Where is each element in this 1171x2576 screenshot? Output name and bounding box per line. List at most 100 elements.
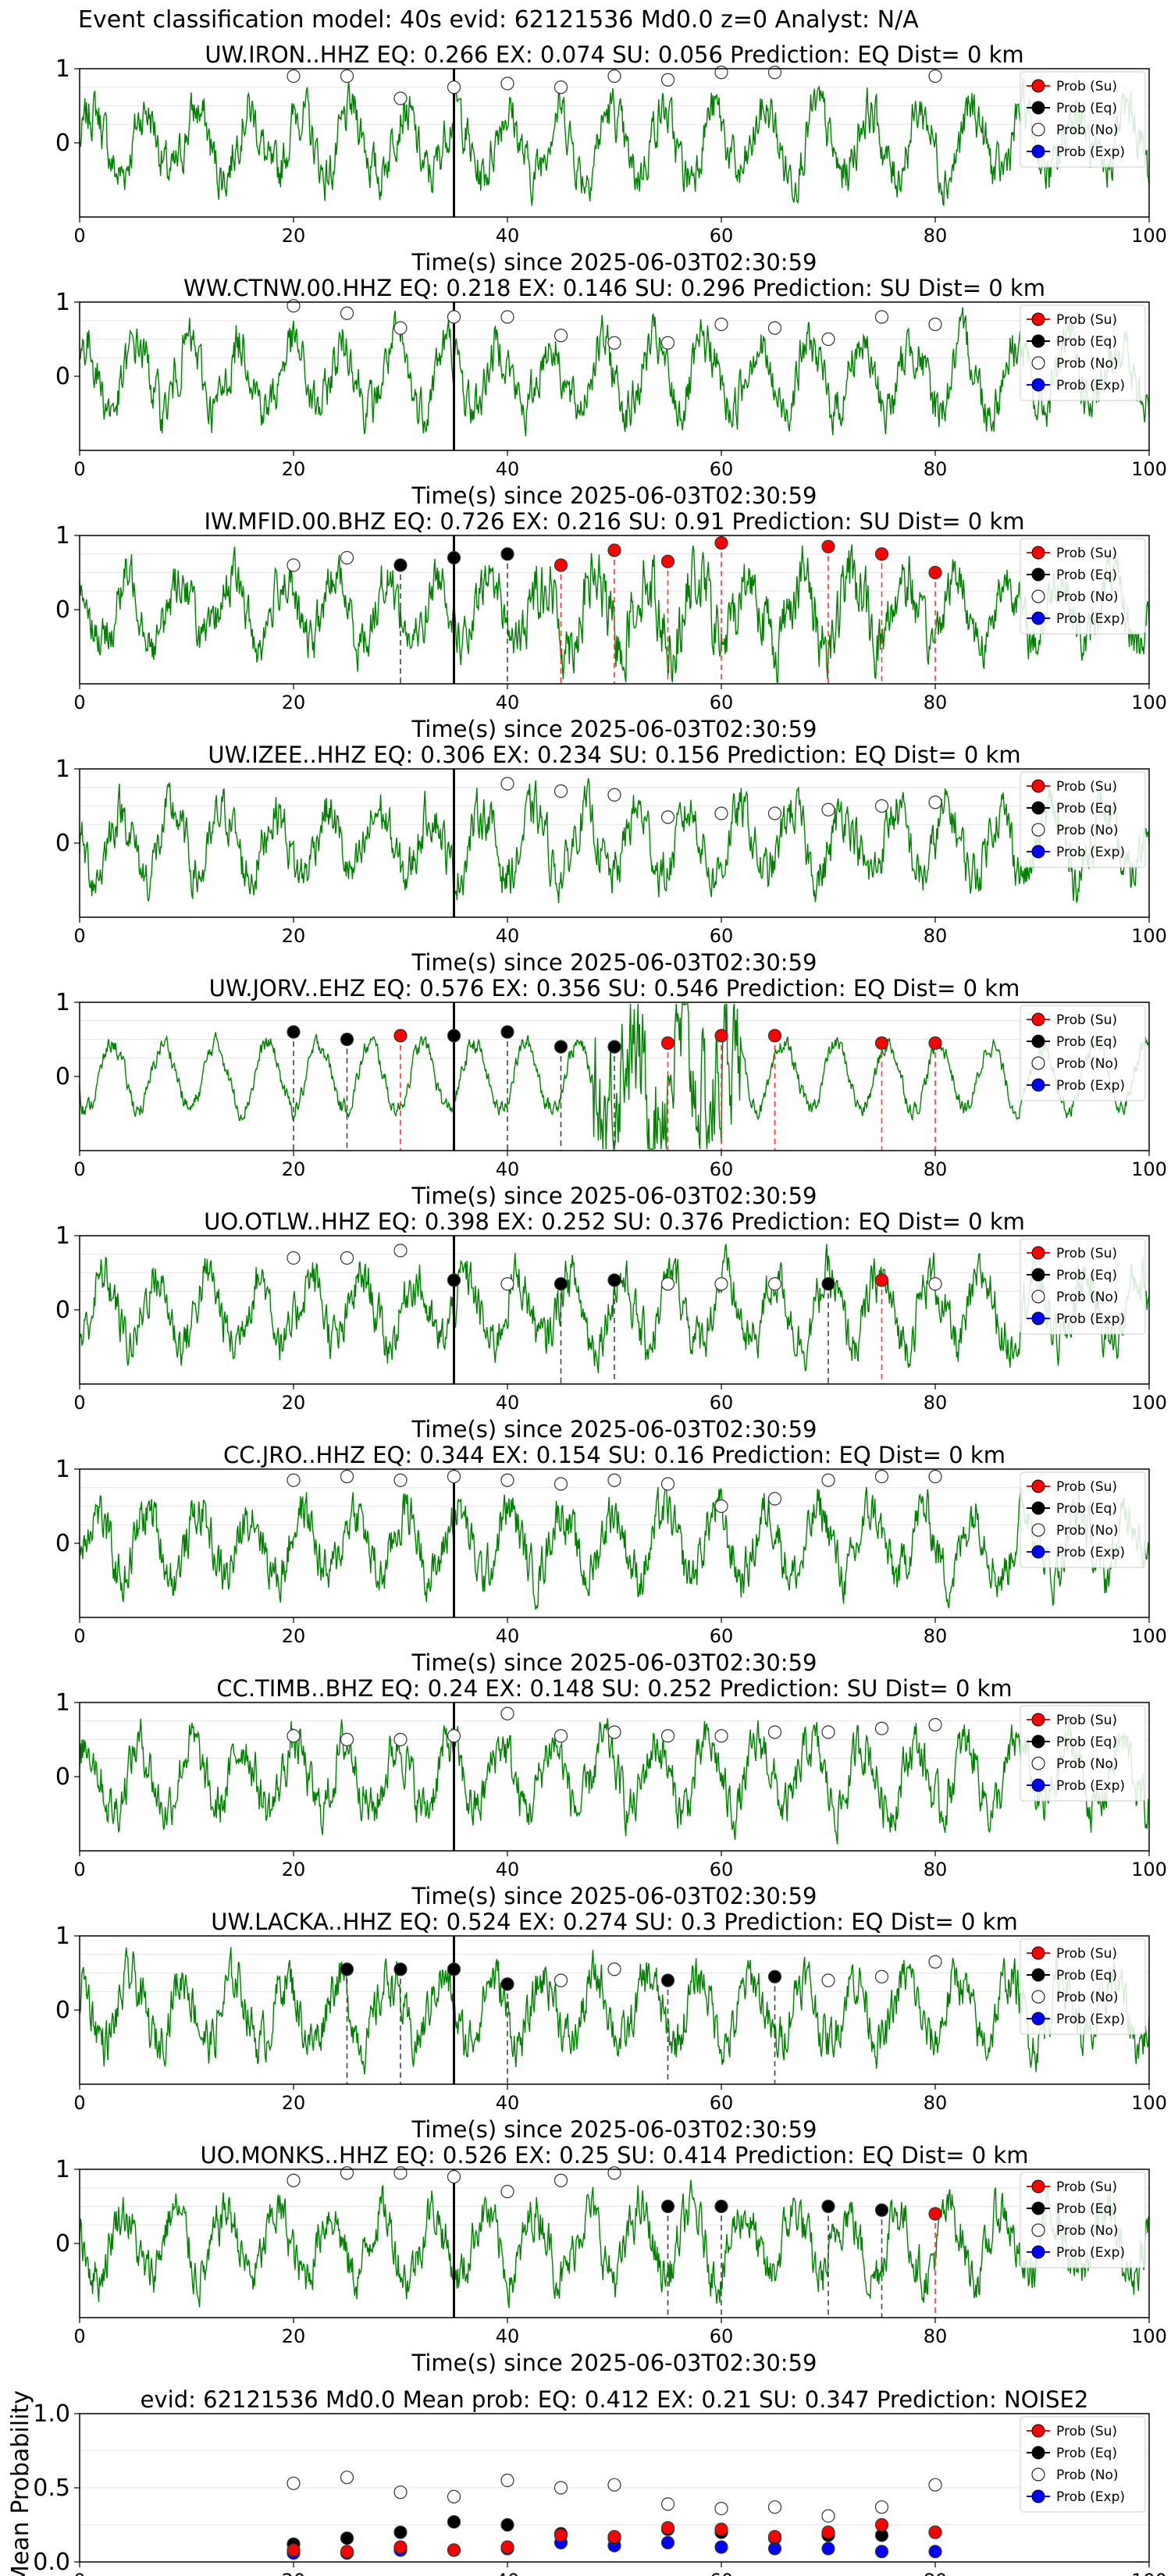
panel-10: UO.MONKS..HHZ EQ: 0.526 EX: 0.25 SU: 0.4… (55, 2142, 1167, 2376)
prob-point-eq (500, 547, 514, 561)
legend-marker (1031, 378, 1045, 392)
prob-point-no (287, 1473, 301, 1487)
x-tick-label: 80 (924, 692, 948, 713)
panel-title: CC.TIMB..BHZ EQ: 0.24 EX: 0.148 SU: 0.25… (216, 1675, 1012, 1702)
legend-marker (1031, 2179, 1045, 2194)
legend-box (1020, 1938, 1146, 2035)
prob-point-no (607, 788, 621, 802)
panel-title: UW.JORV..EHZ EQ: 0.576 EX: 0.356 SU: 0.5… (209, 975, 1020, 1002)
prob-point-no (660, 336, 675, 350)
x-axis-label: Time(s) since 2025-06-03T02:30:59 (411, 1649, 817, 1676)
prob-point-eq (447, 1962, 461, 1976)
prob-point-no (928, 795, 942, 809)
legend-label: Prob (Exp) (1056, 2489, 1125, 2505)
panel-1: UW.IRON..HHZ EQ: 0.266 EX: 0.074 SU: 0.0… (55, 41, 1167, 276)
waveform-trace (79, 77, 1150, 208)
x-tick-label: 20 (282, 925, 306, 947)
legend-marker (1031, 823, 1045, 837)
legend-marker (1031, 144, 1045, 158)
legend-box (1020, 538, 1146, 635)
panel-2: WW.CTNW.00.HHZ EQ: 0.218 EX: 0.146 SU: 0… (55, 275, 1167, 509)
mean-prob-point-no (767, 2500, 782, 2514)
mean-prob-point-su (553, 2528, 568, 2542)
legend-label: Prob (Exp) (1056, 1778, 1125, 1794)
mean-prob-point-no (447, 2489, 461, 2503)
mean-prob-point-no (607, 2478, 621, 2492)
x-tick-label: 100 (1131, 925, 1167, 947)
prob-point-no (607, 1962, 621, 1976)
legend-label: Prob (Exp) (1056, 1545, 1125, 1560)
y-tick-label: 0 (55, 363, 70, 390)
waveform-trace (79, 1717, 1150, 1845)
x-tick-label: 80 (924, 225, 948, 247)
legend-marker (1031, 779, 1045, 793)
legend-label: Prob (No) (1056, 823, 1119, 838)
x-tick-label: 0 (73, 692, 85, 713)
prob-point-no (500, 2184, 514, 2199)
x-tick-label: 80 (924, 925, 948, 947)
prob-point-no (928, 69, 942, 84)
x-tick-label: 0 (73, 1859, 85, 1880)
prob-point-no (553, 1477, 568, 1491)
prob-point-eq (447, 1273, 461, 1287)
panel-6: UO.OTLW..HHZ EQ: 0.398 EX: 0.252 SU: 0.3… (55, 1208, 1167, 1443)
legend-label: Prob (Su) (1056, 1946, 1117, 1962)
prob-point-no (287, 1251, 301, 1265)
prob-point-no (660, 810, 675, 824)
prob-point-no (767, 806, 782, 820)
x-tick-label: 40 (496, 1392, 520, 1414)
prob-point-no (500, 1473, 514, 1487)
prob-point-no (714, 1277, 728, 1291)
panel-5: UW.JORV..EHZ EQ: 0.576 EX: 0.356 SU: 0.5… (55, 975, 1167, 1209)
prob-point-no (821, 1725, 835, 1739)
legend-label: Prob (No) (1056, 356, 1119, 372)
prob-point-no (500, 777, 514, 791)
prob-point-eq (447, 550, 461, 565)
x-tick-label: 60 (710, 692, 734, 713)
legend-label: Prob (No) (1056, 2223, 1119, 2239)
legend-marker (1031, 1545, 1045, 1559)
prob-point-su (660, 1036, 675, 1050)
legend-marker (1031, 1479, 1045, 1493)
mean-prob-point-no (393, 2485, 408, 2500)
prob-point-no (607, 1725, 621, 1739)
panel-4: UW.IZEE..HHZ EQ: 0.306 EX: 0.234 SU: 0.1… (55, 742, 1167, 976)
prob-point-no (928, 1717, 942, 1732)
legend-marker (1031, 1078, 1045, 1092)
x-tick-label: 60 (710, 2325, 734, 2347)
legend-marker (1031, 101, 1045, 115)
panel-7: CC.JRO..HHZ EQ: 0.344 EX: 0.154 SU: 0.16… (55, 1442, 1167, 1676)
y-tick-label: 1 (55, 756, 70, 783)
prob-point-no (500, 1277, 514, 1291)
x-tick-label: 0 (73, 2092, 85, 2114)
legend-label: Prob (Eq) (1056, 568, 1117, 583)
prob-point-no (928, 317, 942, 332)
panel-title: WW.CTNW.00.HHZ EQ: 0.218 EX: 0.146 SU: 0… (183, 275, 1045, 301)
prob-point-no (607, 69, 621, 84)
prob-point-eq (714, 2199, 728, 2214)
legend-label: Prob (No) (1056, 1056, 1119, 1072)
x-tick-label: 20 (282, 1625, 306, 1647)
x-tick-label: 40 (496, 2570, 520, 2576)
prob-point-no (553, 329, 568, 343)
panel-3: IW.MFID.00.BHZ EQ: 0.726 EX: 0.216 SU: 0… (55, 508, 1167, 742)
x-tick-label: 100 (1131, 1158, 1167, 1180)
x-tick-label: 40 (496, 925, 520, 947)
legend-label: Prob (Su) (1056, 1246, 1117, 1261)
mean-prob-point-su (340, 2545, 354, 2559)
prob-point-eq (393, 1962, 408, 1976)
prob-point-eq (500, 1025, 514, 1039)
prob-point-no (447, 310, 461, 324)
legend-label: Prob (Eq) (1056, 2201, 1117, 2217)
prob-point-no (340, 1732, 354, 1747)
x-tick-label: 60 (710, 225, 734, 247)
legend-label: Prob (Exp) (1056, 1078, 1125, 1094)
x-tick-label: 100 (1131, 1625, 1167, 1647)
mean-prob-point-no (714, 2502, 728, 2516)
prob-point-su (821, 539, 835, 553)
legend-label: Prob (Su) (1056, 1713, 1117, 1728)
legend-label: Prob (No) (1056, 589, 1119, 605)
x-tick-label: 100 (1131, 458, 1167, 480)
legend-label: Prob (Exp) (1056, 144, 1125, 160)
mean-prob-point-exp (928, 2545, 942, 2559)
